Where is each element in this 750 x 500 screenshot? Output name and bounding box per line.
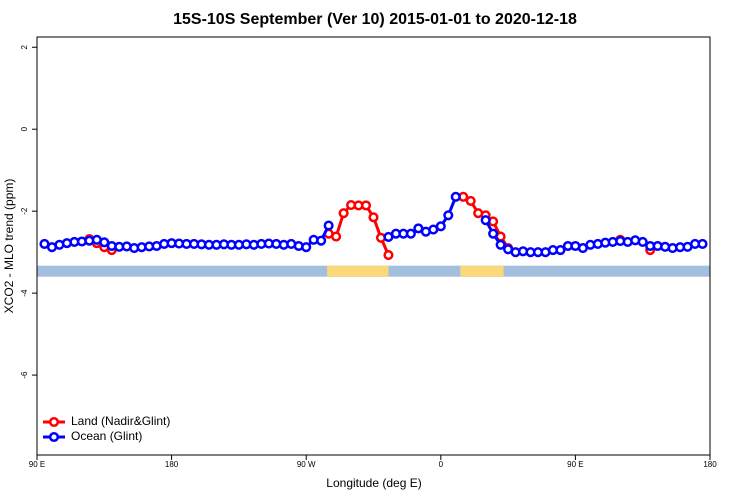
data-point (488, 228, 499, 239)
data-point (465, 195, 476, 206)
x-tick-label: 90 E (567, 460, 583, 469)
legend-marker (48, 416, 60, 428)
data-point (338, 208, 349, 219)
data-point (443, 210, 454, 221)
legend-label: Land (Nadir&Glint) (71, 414, 170, 428)
data-point (323, 220, 334, 231)
data-point (555, 245, 566, 256)
data-point (495, 239, 506, 250)
data-point (368, 212, 379, 223)
y-tick-label: 2 (20, 44, 29, 49)
data-point (450, 191, 461, 202)
plot-frame (36, 36, 711, 456)
legend-label: Ocean (Glint) (71, 429, 142, 443)
x-tick-label: 180 (165, 460, 179, 469)
data-point (435, 221, 446, 232)
data-point (331, 231, 342, 242)
legend-marker (48, 431, 60, 443)
y-tick-label: -6 (20, 371, 29, 379)
data-point (383, 249, 394, 261)
land-region (460, 265, 504, 277)
data-point (316, 235, 327, 246)
data-point (405, 228, 416, 239)
data-point (301, 242, 312, 253)
y-tick-label: -2 (20, 207, 29, 215)
x-tick-label: 180 (703, 460, 717, 469)
x-tick-label: 0 (439, 460, 444, 469)
x-axis-label: Longitude (deg E) (326, 476, 421, 490)
data-point (697, 238, 708, 250)
chart-title: 15S-10S September (Ver 10) 2015-01-01 to… (173, 11, 577, 28)
data-point (360, 200, 372, 211)
land-region (327, 265, 389, 277)
y-axis-label: XCO2 - MLO trend (ppm) (2, 179, 16, 314)
y-tick-label: 0 (20, 126, 29, 131)
y-tick-label: -4 (20, 289, 29, 297)
x-tick-label: 90 E (29, 460, 45, 469)
x-tick-label: 90 W (297, 460, 316, 469)
data-point (99, 237, 110, 248)
data-point (637, 236, 648, 247)
data-point (480, 215, 491, 226)
